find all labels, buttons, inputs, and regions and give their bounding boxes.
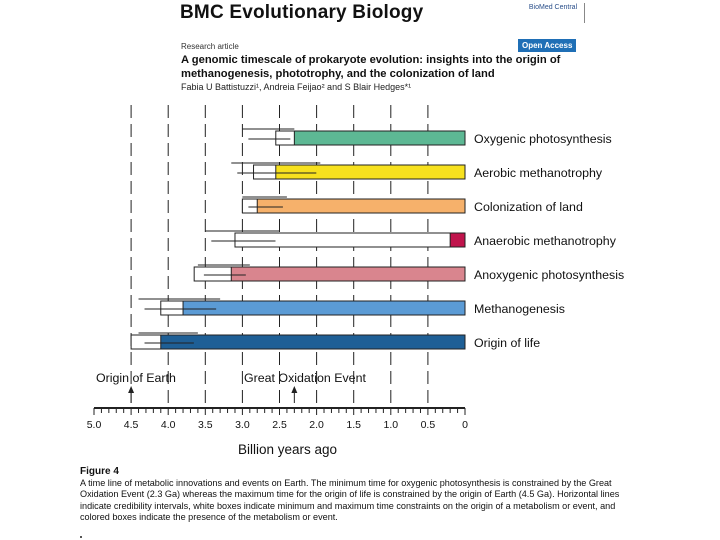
x-tick-label: 4.0 [161,419,176,431]
journal-title: BMC Evolutionary Biology [180,2,424,23]
publisher-logo-text: BioMed Central [528,4,578,11]
x-tick-label: 2.5 [272,419,287,431]
figure-caption: Figure 4 A time line of metabolic innova… [80,466,640,524]
x-tick-label: 0 [462,419,468,431]
x-tick-label: 4.5 [124,419,139,431]
article-title: A genomic timescale of prokaryote evolut… [181,54,561,80]
x-tick-label: 3.5 [198,419,213,431]
annotation-arrow-head [128,386,135,393]
x-tick-label: 1.5 [346,419,361,431]
figure-caption-text: A time line of metabolic innovations and… [80,477,620,523]
timeline-chart: Oxygenic photosynthesis Aerobic methanotr… [87,105,624,457]
event-bar [256,198,466,214]
authors: Fabia U Battistuzzi¹, Andreia Feijao² an… [181,82,412,92]
event-label: Origin of life [474,336,540,350]
x-axis-title: Billion years ago [238,442,337,457]
publisher-logo: BioMed Central [522,3,585,23]
article-type: Research article [181,42,239,51]
event-bar [293,130,466,146]
annotation-label: Origin of Earth [96,371,176,385]
constraint-box [234,232,466,248]
event-bar [182,300,466,316]
open-access-badge: Open Access [518,39,577,52]
event-bar [449,232,466,248]
event-bar [160,334,466,350]
annotation-label: Great Oxidation Event [244,371,366,385]
event-label: Anoxygenic photosynthesis [474,268,624,282]
x-tick-label: 1.0 [383,419,398,431]
event-label: Colonization of land [474,200,583,214]
event-label: Aerobic methanotrophy [474,166,603,180]
x-tick-label: 3.0 [235,419,250,431]
x-tick-label: 5.0 [87,419,102,431]
event-label: Anaerobic methanotrophy [474,234,617,248]
event-label: Methanogenesis [474,302,565,316]
figure-label: Figure 4 [80,466,119,477]
event-bar [230,266,466,282]
x-tick-label: 0.5 [421,419,436,431]
page-mark [80,536,82,538]
x-tick-label: 2.0 [309,419,324,431]
annotation-arrow-head [291,386,298,393]
event-bar [275,164,466,180]
event-label: Oxygenic photosynthesis [474,132,612,146]
